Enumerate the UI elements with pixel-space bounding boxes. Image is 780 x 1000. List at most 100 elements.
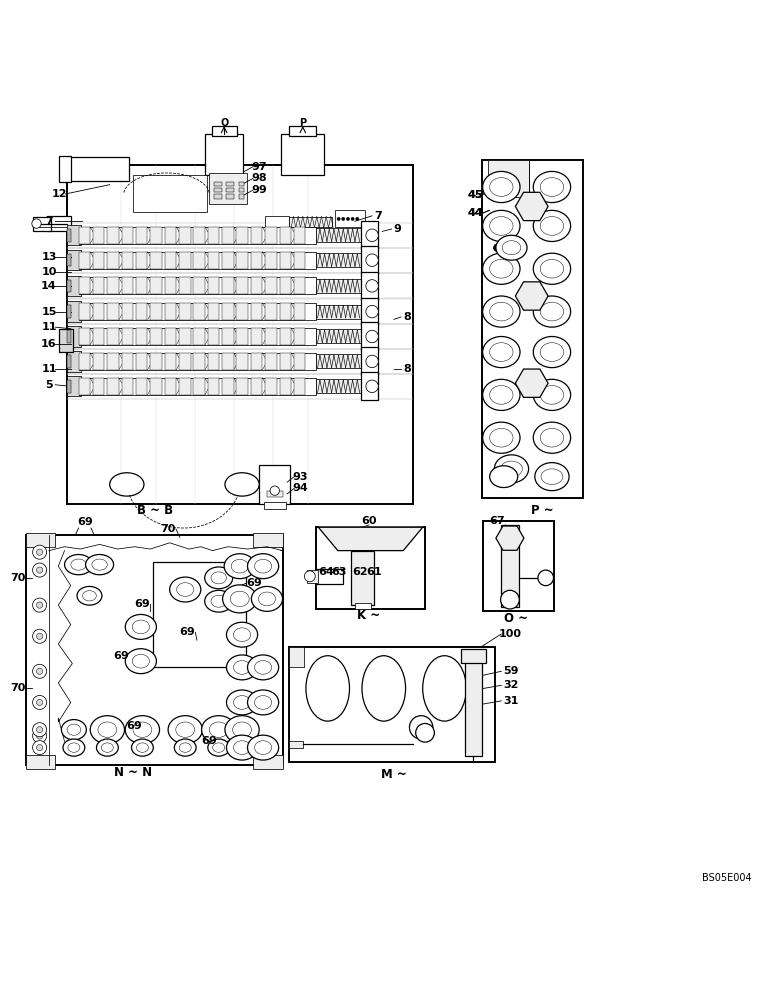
Text: 69: 69 xyxy=(134,599,151,609)
Bar xyxy=(193,277,205,294)
Bar xyxy=(93,378,105,395)
Text: 93: 93 xyxy=(292,472,308,482)
Ellipse shape xyxy=(222,585,257,613)
Circle shape xyxy=(356,217,359,220)
Bar xyxy=(165,252,176,269)
Bar xyxy=(59,156,71,182)
Text: B ~ B: B ~ B xyxy=(136,504,173,517)
Ellipse shape xyxy=(534,171,571,203)
Ellipse shape xyxy=(98,722,117,737)
Bar xyxy=(67,351,81,372)
Text: P ~: P ~ xyxy=(530,504,553,517)
Bar xyxy=(361,322,378,351)
Text: 16: 16 xyxy=(41,339,57,349)
Ellipse shape xyxy=(232,722,251,737)
Ellipse shape xyxy=(495,455,529,483)
Bar xyxy=(316,253,363,267)
Circle shape xyxy=(366,380,378,393)
Bar xyxy=(26,755,55,769)
Bar xyxy=(236,303,248,320)
Text: 63: 63 xyxy=(332,567,347,577)
Ellipse shape xyxy=(63,739,85,756)
Ellipse shape xyxy=(501,461,523,477)
Bar xyxy=(316,379,363,393)
Bar xyxy=(226,188,234,192)
Text: 99: 99 xyxy=(251,185,267,195)
Ellipse shape xyxy=(126,649,157,674)
Bar xyxy=(151,227,161,244)
Ellipse shape xyxy=(541,178,564,196)
Ellipse shape xyxy=(233,741,250,754)
Bar xyxy=(294,303,306,320)
Text: O: O xyxy=(220,118,229,128)
Bar xyxy=(79,227,90,244)
Ellipse shape xyxy=(490,178,513,196)
Ellipse shape xyxy=(254,741,271,754)
Ellipse shape xyxy=(534,253,571,284)
Bar xyxy=(79,328,316,345)
Bar xyxy=(136,378,147,395)
Bar xyxy=(222,378,233,395)
Circle shape xyxy=(33,545,47,559)
Bar xyxy=(222,277,233,294)
Bar xyxy=(59,329,73,352)
Ellipse shape xyxy=(68,743,80,752)
Bar xyxy=(67,229,71,242)
Ellipse shape xyxy=(204,567,232,589)
Bar xyxy=(165,227,176,244)
Bar xyxy=(122,227,133,244)
Ellipse shape xyxy=(541,386,564,404)
Bar xyxy=(179,328,190,345)
Ellipse shape xyxy=(541,428,564,447)
Bar xyxy=(279,303,291,320)
Bar xyxy=(214,182,222,186)
Circle shape xyxy=(346,217,349,220)
Ellipse shape xyxy=(126,716,160,744)
Bar xyxy=(207,378,219,395)
Bar xyxy=(207,353,219,370)
Ellipse shape xyxy=(174,739,196,756)
Bar xyxy=(214,194,222,199)
Bar xyxy=(67,157,129,181)
Circle shape xyxy=(342,217,345,220)
Bar xyxy=(26,533,55,547)
Bar xyxy=(122,252,133,269)
Bar xyxy=(222,353,233,370)
Bar xyxy=(465,653,482,756)
Ellipse shape xyxy=(226,735,257,760)
Ellipse shape xyxy=(534,336,571,368)
Bar xyxy=(122,353,133,370)
Ellipse shape xyxy=(306,656,349,721)
Bar xyxy=(151,252,161,269)
Bar xyxy=(251,277,262,294)
Circle shape xyxy=(494,244,502,252)
Bar xyxy=(108,303,119,320)
Bar xyxy=(488,160,529,197)
Bar xyxy=(361,372,378,400)
Ellipse shape xyxy=(231,559,248,573)
Bar xyxy=(265,378,277,395)
Text: 69: 69 xyxy=(114,651,129,661)
Bar xyxy=(294,328,306,345)
Bar xyxy=(294,277,306,294)
Ellipse shape xyxy=(132,739,154,756)
Bar xyxy=(34,217,51,231)
Circle shape xyxy=(366,355,378,368)
Ellipse shape xyxy=(535,463,569,491)
Ellipse shape xyxy=(254,661,271,674)
Ellipse shape xyxy=(534,422,571,453)
Bar xyxy=(251,353,262,370)
Bar xyxy=(79,303,90,320)
Bar xyxy=(79,378,90,395)
Ellipse shape xyxy=(77,586,102,605)
Text: 11: 11 xyxy=(41,322,57,332)
Text: O ~: O ~ xyxy=(504,612,528,625)
Bar xyxy=(193,378,205,395)
Text: 60: 60 xyxy=(361,516,377,526)
Ellipse shape xyxy=(483,336,520,368)
Ellipse shape xyxy=(258,592,275,606)
Text: 10: 10 xyxy=(41,267,57,277)
Circle shape xyxy=(501,590,519,609)
Ellipse shape xyxy=(251,586,282,611)
Circle shape xyxy=(33,563,47,577)
